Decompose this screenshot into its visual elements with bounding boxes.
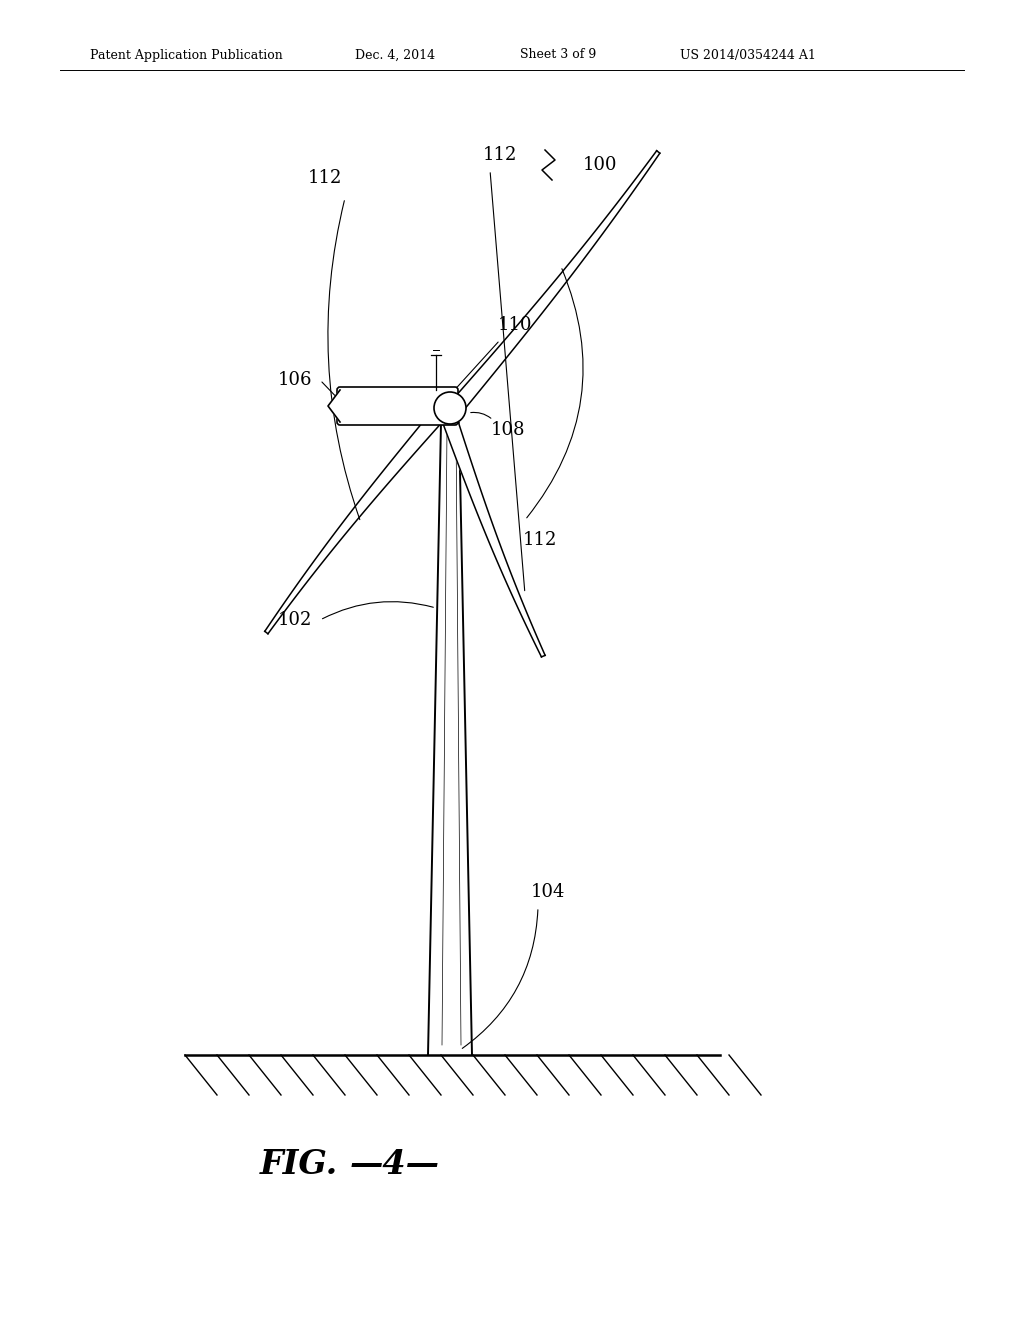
Text: 102: 102 [278, 611, 312, 630]
Polygon shape [328, 389, 340, 422]
Polygon shape [265, 400, 453, 634]
Text: US 2014/0354244 A1: US 2014/0354244 A1 [680, 49, 816, 62]
Text: Patent Application Publication: Patent Application Publication [90, 49, 283, 62]
Text: 112: 112 [482, 147, 517, 164]
Text: —4—: —4— [350, 1148, 440, 1181]
Text: 110: 110 [498, 315, 532, 334]
Text: 108: 108 [490, 421, 525, 440]
Text: 106: 106 [278, 371, 312, 389]
Text: 112: 112 [308, 169, 342, 187]
Text: Sheet 3 of 9: Sheet 3 of 9 [520, 49, 596, 62]
Text: 104: 104 [530, 883, 565, 902]
FancyBboxPatch shape [337, 387, 458, 425]
Text: 100: 100 [583, 156, 617, 174]
Text: Dec. 4, 2014: Dec. 4, 2014 [355, 49, 435, 62]
Text: FIG.: FIG. [260, 1148, 338, 1181]
Polygon shape [439, 407, 545, 657]
Polygon shape [447, 150, 659, 416]
Circle shape [434, 392, 466, 424]
Text: 112: 112 [523, 531, 557, 549]
